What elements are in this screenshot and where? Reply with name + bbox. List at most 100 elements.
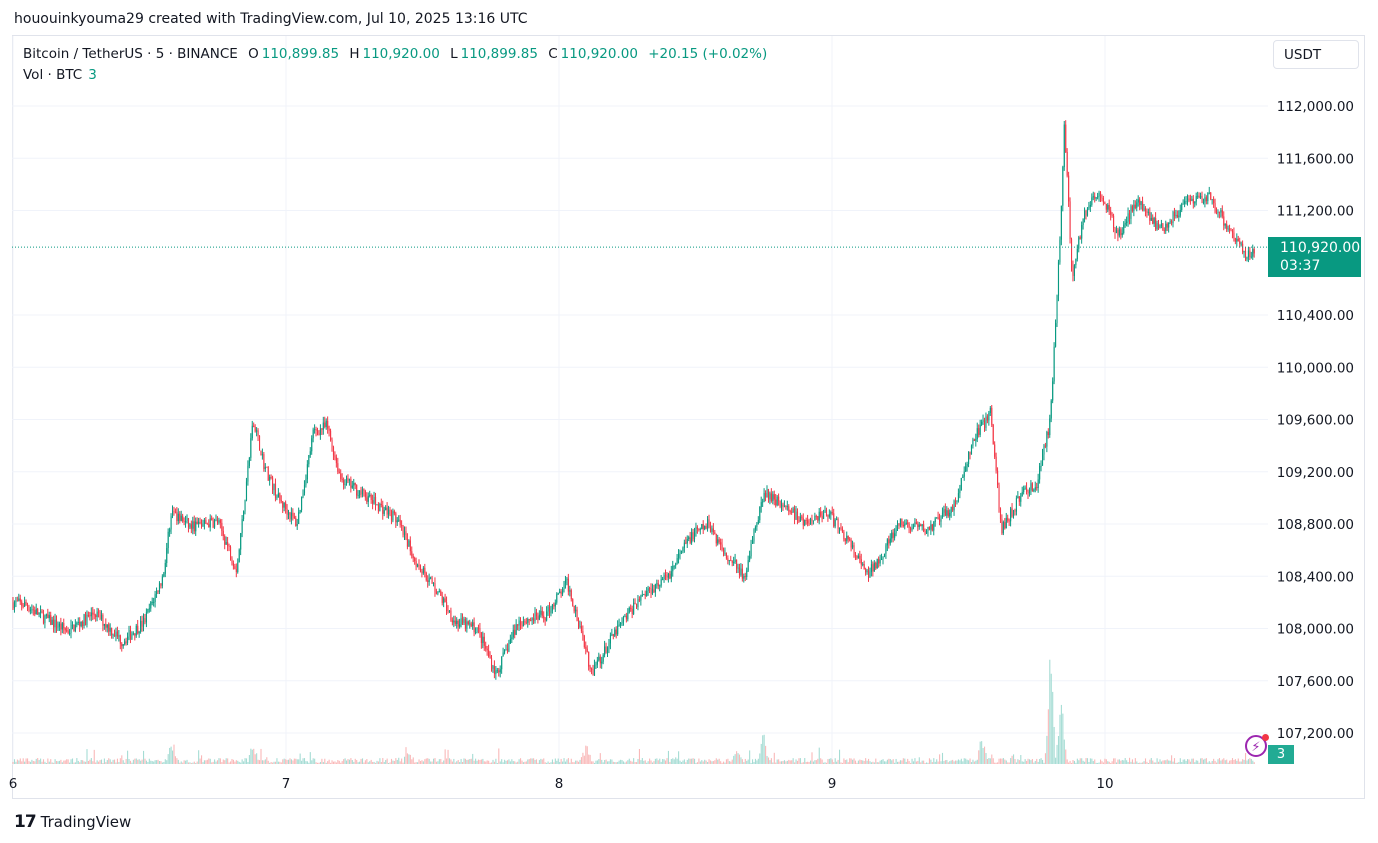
y-tick-label: 109,200.00 (1277, 465, 1354, 481)
candle-body (1111, 214, 1113, 216)
volume-bar (1015, 762, 1017, 764)
volume-bar (504, 759, 506, 764)
candle-body (683, 542, 685, 548)
volume-bar (182, 762, 184, 764)
candle-body (1115, 229, 1118, 234)
candle-body (51, 619, 53, 625)
volume-bar (153, 761, 155, 764)
candle-body (627, 612, 629, 620)
candle-body (463, 618, 465, 623)
candle-body (1182, 203, 1184, 205)
volume-bar (418, 759, 420, 764)
volume-bar (167, 754, 169, 764)
volume-legend[interactable]: Vol · BTC 3 (23, 67, 97, 83)
candle-body (1065, 124, 1067, 153)
candle-body (966, 464, 968, 467)
candle-body (888, 539, 890, 544)
volume-bar (38, 760, 40, 764)
volume-bar (74, 762, 76, 764)
candle-body (1205, 197, 1207, 202)
candle-body (654, 584, 656, 593)
candle-body (717, 539, 719, 544)
volume-bar (692, 758, 694, 764)
candle-body (1028, 489, 1031, 494)
volume-bar (18, 760, 20, 764)
volume-bar (409, 754, 411, 764)
candle-body (1036, 487, 1038, 488)
volume-bar (111, 761, 113, 764)
candle-body (823, 512, 825, 519)
symbol-name[interactable]: Bitcoin / TetherUS · 5 · BINANCE (23, 46, 238, 62)
candle-body (515, 624, 517, 635)
volume-bar (1097, 762, 1099, 764)
volume-bar (714, 760, 716, 764)
candle-body (328, 428, 330, 431)
candle-body (419, 565, 422, 572)
volume-bar (985, 752, 987, 764)
candle-body (353, 482, 355, 486)
volume-bar (259, 760, 261, 764)
volume-bar (392, 760, 394, 764)
volume-bar (417, 762, 419, 764)
volume-bar (1057, 736, 1060, 764)
volume-bar (741, 759, 743, 764)
volume-bar (669, 761, 671, 764)
volume-bar (419, 761, 422, 764)
candle-body (605, 646, 607, 653)
volume-bar (1105, 759, 1107, 764)
candle-body (473, 622, 475, 633)
candle-body (711, 528, 713, 532)
candle-body (243, 511, 245, 520)
candle-body (1147, 211, 1149, 213)
volume-bar (395, 758, 397, 764)
candle-body (27, 604, 29, 608)
candle-body (335, 457, 337, 464)
volume-bar (1195, 760, 1197, 764)
candle-body (914, 522, 916, 527)
volume-bar (994, 762, 996, 764)
volume-bar (1043, 762, 1045, 764)
candle-body (28, 607, 30, 611)
candle-body (1046, 431, 1048, 447)
volume-bar (1085, 758, 1087, 764)
candle-body (753, 529, 755, 542)
volume-bar (580, 757, 582, 764)
candle-body (170, 516, 172, 530)
candle-body (688, 537, 690, 539)
volume-bar (435, 761, 437, 764)
candle-body (1188, 198, 1190, 200)
volume-bar (1220, 760, 1222, 764)
volume-bar (163, 761, 165, 764)
volume-bar (685, 762, 687, 764)
candle-body (19, 598, 21, 602)
volume-bar (324, 758, 326, 764)
volume-bar (812, 761, 814, 764)
candle-body (147, 608, 149, 613)
volume-value: 3 (88, 67, 97, 83)
volume-bar (209, 758, 211, 764)
volume-bar (550, 762, 552, 764)
currency-button[interactable]: USDT (1273, 40, 1359, 69)
candle-body (944, 509, 946, 516)
volume-bar (388, 762, 390, 764)
volume-bar (156, 760, 158, 764)
volume-bar (927, 762, 929, 764)
volume-bar (366, 759, 368, 764)
candle-body (718, 539, 720, 543)
volume-bar (1189, 761, 1191, 764)
candle-body (696, 527, 698, 530)
candle-body (172, 510, 174, 517)
volume-bar (447, 749, 449, 764)
volume-bar (765, 745, 767, 764)
lightning-icon[interactable]: ⚡ (1245, 735, 1267, 757)
candle-body (12, 602, 14, 609)
volume-bar (463, 758, 465, 764)
symbol-legend[interactable]: Bitcoin / TetherUS · 5 · BINANCE O 110,89… (23, 46, 773, 62)
volume-bar (372, 761, 374, 764)
candle-body (694, 533, 696, 540)
volume-bar (1024, 759, 1026, 764)
candle-body (778, 496, 780, 501)
volume-bar (138, 759, 140, 764)
footer-brand[interactable]: 17 TradingView (14, 812, 131, 832)
